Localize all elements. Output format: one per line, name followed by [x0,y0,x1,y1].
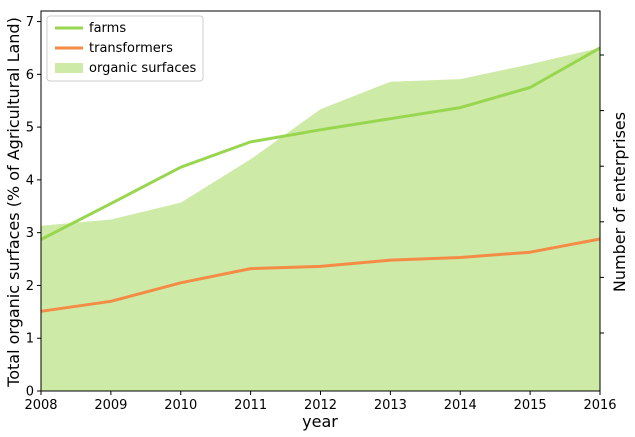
x-tick-label: 2009 [94,398,127,413]
y-tick-label: 4 [26,173,34,188]
x-tick-label: 2008 [24,398,57,413]
y-tick-label: 5 [26,121,34,136]
legend-label-organic-surfaces: organic surfaces [89,61,196,76]
y-axis-title: Total organic surfaces (% of Agricultura… [4,17,23,388]
legend-swatch-organic-surfaces [55,63,83,73]
y-tick-label: 2 [26,279,34,294]
y-tick-label: 0 [26,385,34,400]
y-tick-label: 7 [26,15,34,30]
y-tick-label: 6 [26,68,34,83]
y-axis-right [600,54,604,334]
y-tick-label: 3 [26,226,34,241]
line-series-farms [40,46,601,241]
x-tick-label: 2014 [444,398,477,413]
x-tick-label: 2016 [583,398,616,413]
y-axis-left: 0 1 2 3 4 5 6 7 [26,15,41,400]
line-layer [40,46,601,313]
line-series-transformers [40,237,601,313]
legend-frame [46,15,204,82]
y-axis-right-title: Number of enterprises [610,112,629,292]
y-tick-label: 1 [26,332,34,347]
x-tick-label: 2015 [514,398,547,413]
x-tick-label: 2013 [374,398,407,413]
legend: farms transformers organic surfaces [46,15,204,82]
x-axis: 2008 2009 2010 2011 2012 2013 2014 2015 2016 [24,391,617,413]
x-tick-label: 2010 [164,398,197,413]
x-axis-title: year [302,412,338,431]
area-layer [41,47,600,392]
x-tick-label: 2011 [234,398,267,413]
legend-label-farms: farms [89,21,126,36]
x-tick-label: 2012 [304,398,337,413]
area-series-organic-surfaces [41,47,600,392]
legend-label-transformers: transformers [89,41,173,56]
